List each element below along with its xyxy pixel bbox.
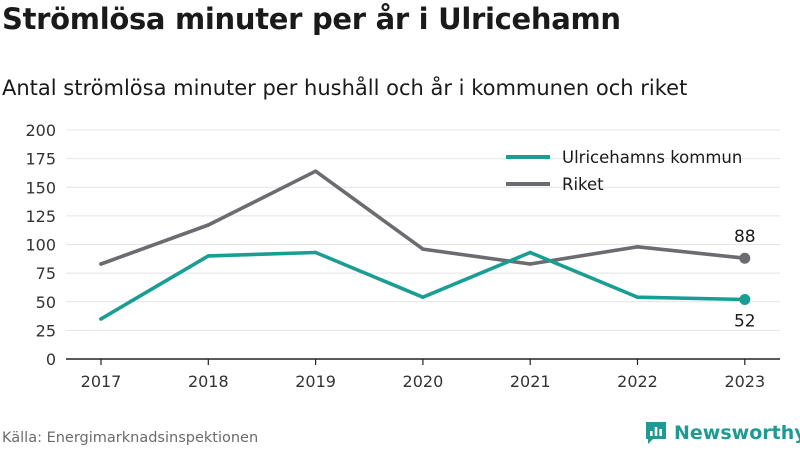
legend-label: Riket	[562, 175, 604, 194]
newsworthy-logo-icon	[646, 422, 666, 444]
end-point	[739, 252, 751, 264]
data-point	[421, 247, 425, 251]
legend-label: Ulricehamns kommun	[562, 148, 742, 167]
x-tick-label: 2018	[188, 372, 229, 391]
data-label: 88	[734, 227, 756, 247]
y-tick-label: 150	[25, 178, 56, 197]
data-point	[635, 244, 640, 249]
data-point	[313, 169, 318, 174]
data-point	[206, 223, 211, 227]
y-tick-label: 25	[36, 321, 56, 340]
series-line	[99, 250, 747, 321]
x-tick-label: 2019	[295, 372, 336, 391]
y-tick-label: 75	[36, 264, 56, 283]
data-point	[206, 254, 211, 258]
chart-subtitle: Antal strömlösa minuter per hushåll och …	[2, 76, 688, 100]
x-tick-label: 2017	[81, 372, 122, 391]
x-tick-label: 2020	[403, 372, 444, 391]
data-label: 52	[734, 311, 756, 331]
data-point	[99, 262, 103, 266]
brand-name: Newsworthy	[674, 422, 800, 444]
y-tick-label: 50	[36, 293, 56, 312]
x-tick-label: 2023	[724, 372, 765, 391]
y-tick-label: 200	[25, 121, 56, 140]
y-tick-label: 0	[46, 350, 56, 369]
chart-title: Strömlösa minuter per år i Ulricehamn	[2, 2, 621, 36]
data-point	[313, 250, 318, 255]
data-point	[635, 295, 640, 299]
x-tick-label: 2022	[617, 372, 658, 391]
y-tick-label: 100	[25, 236, 56, 255]
end-point	[739, 293, 751, 305]
source-note: Källa: Energimarknadsinspektionen	[2, 430, 259, 446]
data-point	[528, 262, 532, 266]
data-point	[528, 250, 532, 255]
x-tick-label: 2021	[510, 372, 551, 391]
data-point	[421, 295, 425, 299]
line-chart: 0 25 50 75 100 125 150 175 200 2017 2018 2019 2020 20…	[25, 121, 780, 391]
data-point	[99, 317, 103, 321]
y-tick-label: 125	[25, 207, 56, 226]
brand: Newsworthy	[644, 420, 800, 446]
y-tick-label: 175	[25, 150, 56, 169]
